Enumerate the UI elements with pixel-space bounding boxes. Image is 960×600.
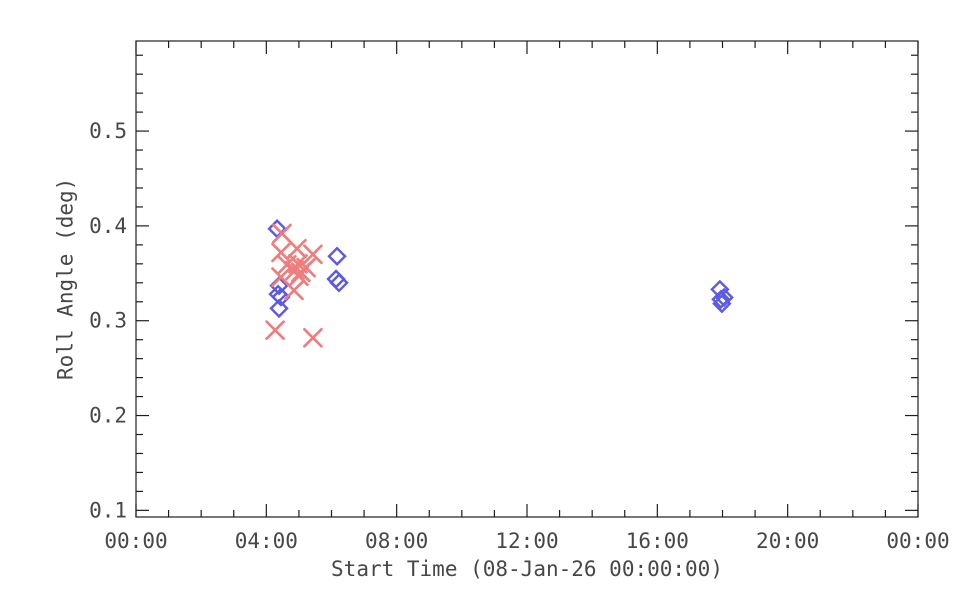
- cross-marker: [303, 327, 323, 348]
- x-axis-title: Start Time (08-Jan-26 00:00:00): [331, 557, 723, 581]
- cross-marker: [287, 238, 307, 259]
- x-tick-label: 20:00: [756, 529, 819, 553]
- x-tick-label: 12:00: [495, 529, 558, 553]
- x-tick-label: 16:00: [626, 529, 689, 553]
- plot-frame: [135, 40, 919, 518]
- y-tick-label: 0.3: [89, 309, 127, 333]
- y-tick-label: 0.4: [89, 214, 127, 238]
- cross-marker: [265, 320, 285, 341]
- cross-marker: [284, 280, 304, 301]
- diamond-marker: [327, 246, 347, 266]
- diamond-marker: [711, 289, 731, 310]
- y-tick-label: 0.1: [89, 498, 127, 522]
- diamond-marker: [712, 293, 732, 314]
- y-tick-label: 0.2: [89, 404, 127, 428]
- cross-marker: [271, 242, 291, 263]
- x-tick-label: 00:00: [104, 529, 167, 553]
- diamond-marker: [271, 287, 291, 307]
- x-tick-label: 04:00: [235, 529, 298, 553]
- x-tick-label: 00:00: [886, 529, 949, 553]
- cross-marker: [289, 266, 309, 287]
- diamond-marker: [269, 298, 289, 319]
- y-tick-label: 0.5: [89, 119, 127, 143]
- diamond-marker: [329, 273, 349, 293]
- cross-marker: [303, 244, 323, 265]
- y-axis-title: Roll Angle (deg): [53, 177, 78, 381]
- x-tick-label: 08:00: [365, 529, 428, 553]
